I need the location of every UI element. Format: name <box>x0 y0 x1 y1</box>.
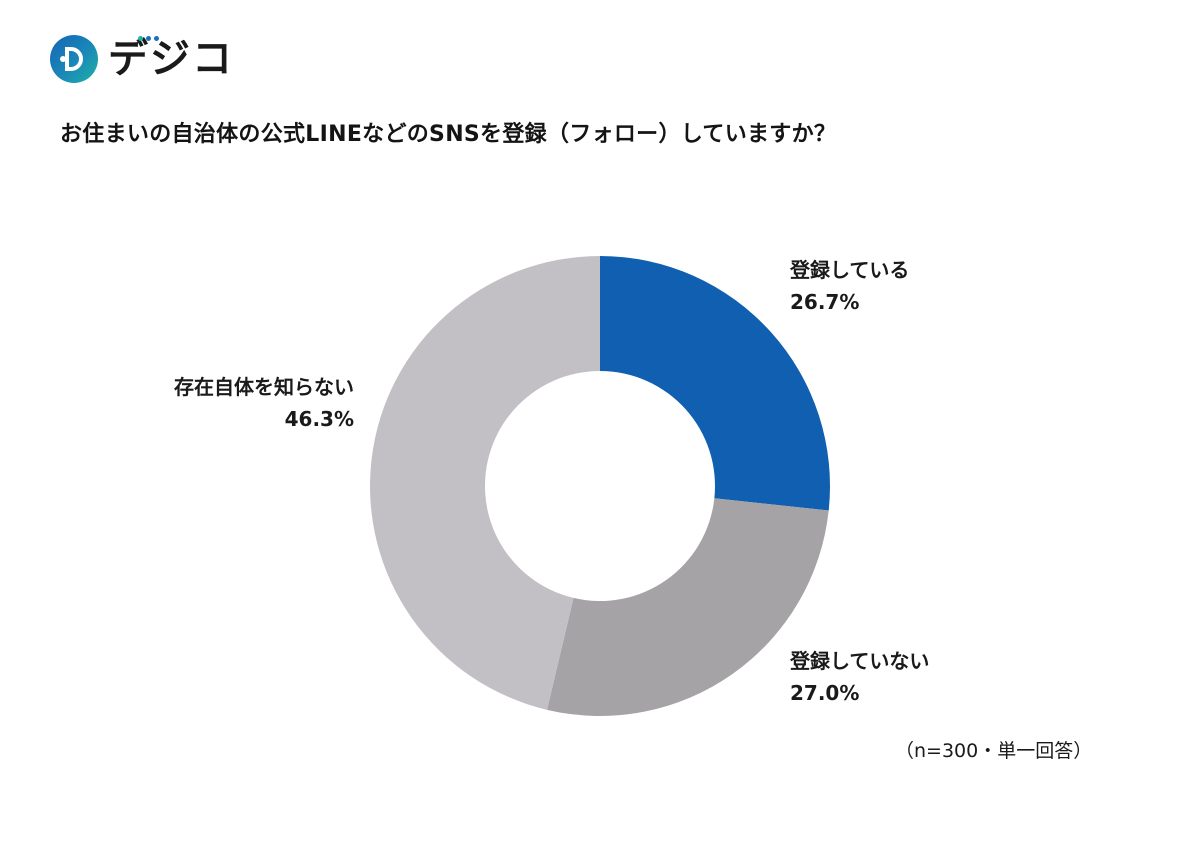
slice-label-not-registered: 登録していない 27.0% <box>790 645 929 709</box>
slice-label-registered: 登録している 26.7% <box>790 254 909 318</box>
donut-slice <box>600 256 831 511</box>
donut-slice <box>547 498 829 717</box>
slice-label-unaware: 存在自体を知らない 46.3% <box>174 371 354 435</box>
logo-dots-icon <box>138 36 159 41</box>
slice-category: 登録していない <box>790 649 930 673</box>
slice-value: 46.3% <box>284 407 354 431</box>
slice-value: 26.7% <box>790 290 860 314</box>
d-circle-logo-icon <box>50 35 98 83</box>
brand-name: デジコ <box>108 36 234 82</box>
donut-slice <box>369 255 600 710</box>
slice-category: 登録している <box>790 258 910 282</box>
slice-value: 27.0% <box>790 681 860 705</box>
brand-logo: デジコ <box>50 34 234 84</box>
chart-title: お住まいの自治体の公式LINEなどのSNSを登録（フォロー）していますか？ <box>60 122 837 147</box>
slice-category: 存在自体を知らない <box>174 375 354 399</box>
sample-note: （n=300・単一回答） <box>895 740 1093 762</box>
